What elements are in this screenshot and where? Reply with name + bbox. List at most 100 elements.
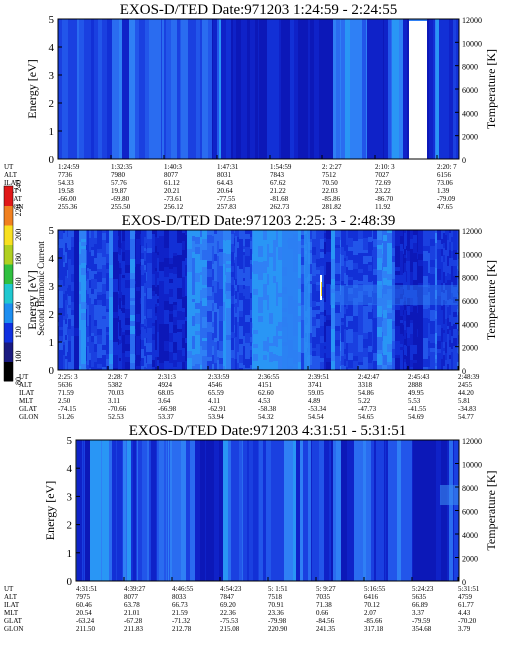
heatmap-column: [340, 19, 341, 159]
heatmap-cell: [63, 230, 65, 233]
heatmap-cell: [234, 238, 235, 246]
heatmap-cell: [348, 288, 353, 294]
heatmap-cell: [118, 258, 119, 261]
heatmap-cell: [192, 326, 195, 331]
heatmap-cell: [119, 336, 121, 340]
heatmap-cell: [177, 366, 182, 370]
heatmap-column: [430, 440, 434, 581]
heatmap-cell: [146, 288, 147, 295]
heatmap-cell: [443, 290, 445, 293]
y2-tick-label: 6000: [462, 86, 478, 95]
heatmap-column: [379, 440, 384, 581]
heatmap-cell: [226, 291, 231, 299]
heatmap-cell: [377, 298, 382, 306]
heatmap-cell: [258, 291, 263, 297]
heatmap-cell: [250, 264, 252, 268]
y2-tick-label: 12000: [462, 16, 482, 25]
heatmap-cell: [91, 317, 94, 326]
heatmap-cell: [348, 260, 353, 270]
table-cell: 4151: [258, 381, 273, 389]
heatmap-cell: [97, 236, 102, 243]
heatmap-cell: [335, 284, 340, 291]
table-cell: 2.50: [58, 397, 71, 405]
heatmap-cell: [443, 293, 445, 300]
heatmap-cell: [106, 254, 109, 263]
heatmap-cell: [324, 275, 326, 286]
table-cell: 72.69: [375, 179, 391, 187]
heatmap-cell: [373, 340, 377, 346]
heatmap-column: [449, 440, 453, 581]
heatmap-cell: [383, 347, 387, 355]
heatmap-cell: [435, 262, 437, 268]
heatmap-cell: [177, 243, 182, 252]
heatmap-cell: [94, 271, 97, 274]
heatmap-cell: [106, 236, 109, 243]
heatmap-cell: [94, 264, 97, 271]
heatmap-cell: [341, 322, 344, 325]
heatmap-cell: [341, 351, 344, 356]
heatmap-cell: [363, 319, 368, 327]
heatmap-cell: [135, 355, 136, 360]
heatmap-cell: [223, 230, 225, 240]
heatmap-cell: [195, 264, 200, 273]
heatmap-cell: [59, 336, 63, 342]
heatmap-cell: [219, 252, 223, 263]
heatmap-cell: [252, 289, 253, 296]
heatmap-cell: [344, 284, 346, 292]
heatmap-cell: [443, 351, 445, 355]
heatmap-cell: [130, 245, 135, 250]
heatmap-cell: [144, 265, 146, 270]
heatmap-cell: [173, 291, 177, 302]
panel-title: EXOS-D/TED Date:971203 1:24:59 - 2:24:55: [120, 2, 397, 18]
heatmap-cell: [177, 255, 182, 263]
heatmap-cell: [231, 341, 234, 350]
heatmap-cell: [207, 357, 212, 361]
heatmap-cell: [68, 335, 71, 341]
heatmap-cell: [447, 250, 449, 256]
heatmap-cell: [152, 331, 155, 334]
heatmap-cell: [373, 361, 377, 369]
heatmap-cell: [94, 244, 97, 253]
heatmap-cell: [263, 336, 267, 341]
heatmap-cell: [164, 233, 169, 238]
heatmap-cell: [453, 354, 457, 363]
heatmap-cell: [324, 291, 326, 295]
heatmap-cell: [387, 274, 392, 280]
heatmap-cell: [164, 361, 169, 370]
heatmap-cell: [406, 333, 407, 337]
heatmap-cell: [155, 280, 157, 287]
heatmap-cell: [406, 337, 407, 346]
heatmap-cell: [250, 287, 252, 293]
heatmap-cell: [187, 261, 192, 272]
heatmap-cell: [94, 362, 97, 370]
heatmap-column: [385, 440, 386, 581]
heatmap-cell: [320, 312, 324, 315]
heatmap-cell: [113, 259, 118, 269]
heatmap-cell: [406, 356, 407, 364]
heatmap-cell: [81, 249, 86, 260]
heatmap-cell: [155, 253, 157, 262]
heatmap-cell: [109, 316, 113, 320]
heatmap-cell: [430, 321, 435, 324]
heatmap-column: [89, 440, 90, 581]
table-cell: 255.36: [58, 203, 78, 211]
heatmap-cell: [140, 330, 141, 334]
heatmap-cell: [164, 277, 169, 283]
heatmap-cell: [400, 244, 403, 251]
heatmap-cell: [182, 241, 185, 250]
table-cell: 212.78: [172, 625, 192, 633]
heatmap-cell: [320, 358, 324, 362]
heatmap-cell: [320, 336, 324, 343]
heatmap-cell: [368, 322, 372, 329]
heatmap-column: [308, 19, 310, 159]
heatmap-cell: [437, 249, 441, 256]
heatmap-cell: [235, 299, 237, 303]
heatmap-cell: [185, 230, 187, 235]
heatmap-cell: [258, 269, 263, 280]
heatmap-column: [214, 440, 219, 581]
table-cell: 54.33: [58, 179, 74, 187]
heatmap-cell: [207, 361, 212, 369]
heatmap-cell: [63, 278, 65, 286]
heatmap-cell: [226, 299, 231, 308]
heatmap-cell: [387, 352, 392, 362]
